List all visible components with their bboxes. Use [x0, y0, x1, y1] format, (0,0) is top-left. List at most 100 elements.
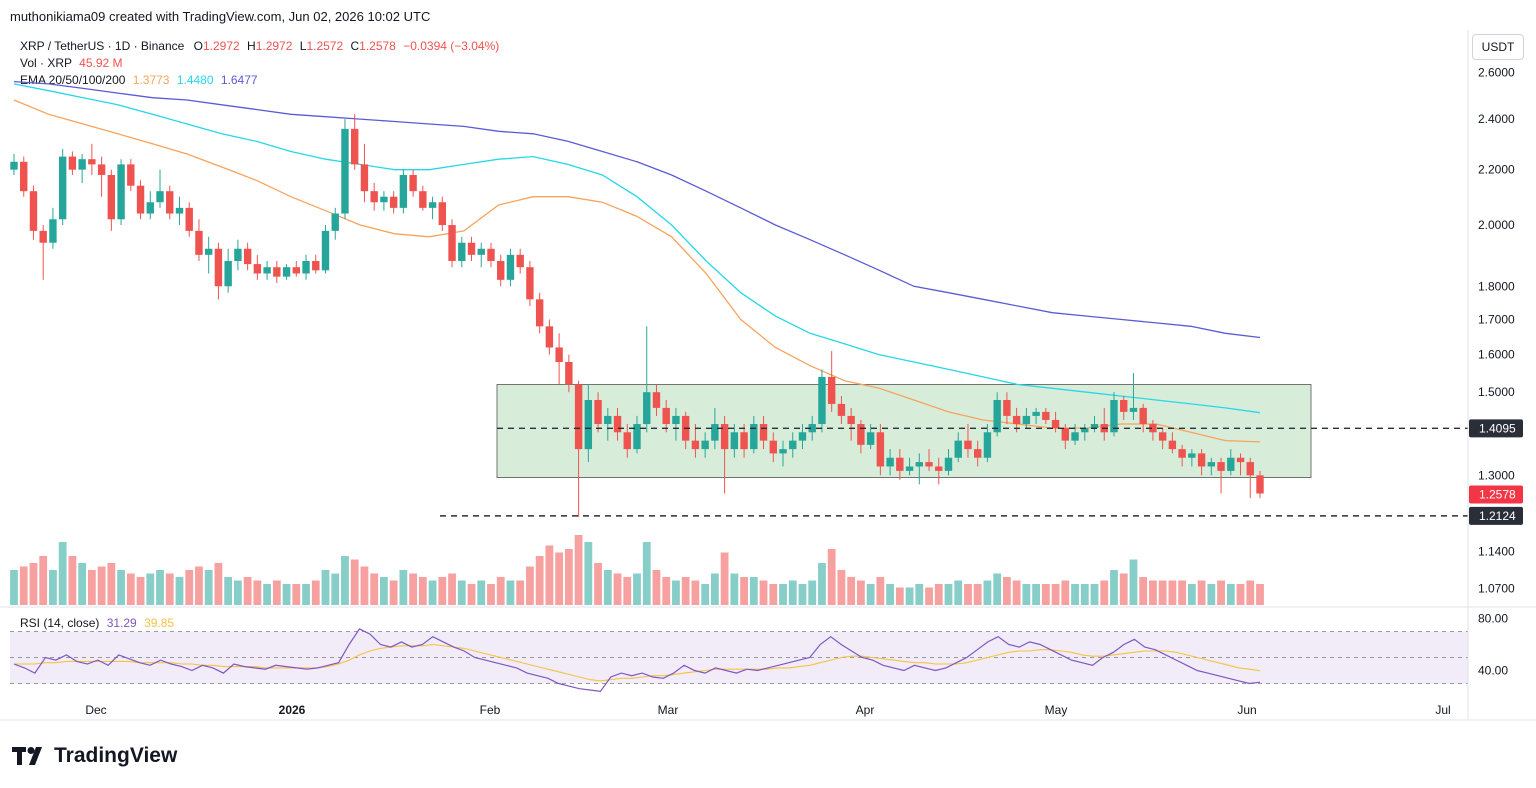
- candle-body: [964, 440, 972, 450]
- candle-body: [827, 376, 836, 404]
- candle-body: [1149, 424, 1157, 433]
- candle-body: [974, 449, 982, 458]
- volume-bar: [954, 580, 963, 605]
- candle-body: [789, 440, 797, 450]
- candle-body: [526, 267, 534, 300]
- volume-bar: [876, 577, 885, 605]
- volume-bar: [1217, 580, 1225, 605]
- candle-body: [1071, 432, 1079, 441]
- candle-body: [20, 161, 28, 192]
- volume-bar: [925, 587, 933, 605]
- candle-body: [1168, 440, 1177, 450]
- rsi-line: [13, 628, 1261, 692]
- last-price-tag-bg: [1469, 485, 1523, 504]
- volume-bar: [1051, 584, 1060, 605]
- volume-bar: [866, 584, 875, 605]
- volume-bar: [662, 577, 671, 605]
- volume-bar: [253, 580, 262, 605]
- candle-body: [652, 392, 661, 408]
- candle-body: [1256, 475, 1264, 494]
- price-tick-label: 2.6000: [1478, 66, 1515, 80]
- candle-body: [516, 254, 524, 268]
- candle-body: [370, 191, 378, 203]
- volume-bar: [58, 542, 67, 605]
- time-tick-label: Apr: [856, 703, 875, 717]
- support-price-tag-bg: [1469, 506, 1523, 525]
- symbol-name[interactable]: XRP / TetherUS · 1D · Binance: [20, 39, 185, 53]
- rsi-tick-label: 40.00: [1478, 664, 1508, 678]
- last-price-tag: 1.2578: [1479, 488, 1516, 502]
- volume-bar: [973, 584, 982, 605]
- candle-body: [409, 174, 417, 192]
- candle-body: [866, 432, 875, 445]
- volume-bar: [983, 580, 992, 605]
- volume-bar: [19, 566, 28, 605]
- close-value: 1.2578: [359, 39, 396, 53]
- candle-body: [156, 191, 164, 203]
- time-tick-label: May: [1045, 703, 1068, 717]
- price-tick-label: 1.1400: [1478, 545, 1515, 559]
- volume-bar: [1041, 584, 1050, 605]
- chart-caption: muthonikiama09 created with TradingView.…: [10, 9, 431, 24]
- candle-body: [1129, 407, 1138, 412]
- volume-bar: [195, 566, 203, 605]
- candle-body: [351, 128, 359, 165]
- volume-bar: [1090, 584, 1099, 605]
- volume-bar: [1071, 584, 1079, 605]
- volume-bar: [418, 577, 427, 605]
- candle-body: [1197, 453, 1206, 467]
- candle-body: [1090, 424, 1099, 429]
- candle-body: [1012, 415, 1021, 425]
- candle-body: [720, 424, 729, 450]
- volume-bar: [409, 573, 418, 605]
- close-label: C: [350, 39, 360, 53]
- candle-body: [896, 457, 904, 471]
- candle-body: [214, 248, 223, 287]
- price-tick-label: 2.4000: [1478, 112, 1515, 126]
- candle-body: [146, 202, 154, 214]
- volume-bar: [399, 570, 408, 605]
- volume-bar: [224, 577, 233, 605]
- candle-body: [798, 432, 807, 441]
- rsi-label[interactable]: RSI (14, close): [20, 616, 100, 630]
- range-box: [496, 384, 1312, 478]
- volume-label[interactable]: Vol · XRP: [20, 56, 72, 70]
- volume-bar: [594, 563, 602, 605]
- candle-body: [234, 248, 242, 261]
- volume-bar: [895, 587, 904, 605]
- low-value: 1.2572: [306, 39, 344, 53]
- currency-button[interactable]: USDT: [1472, 34, 1524, 60]
- candle-body: [905, 466, 914, 471]
- volume-bar: [1197, 580, 1206, 605]
- candle-body: [740, 432, 748, 450]
- volume-bar: [1100, 580, 1109, 605]
- volume-bar: [1149, 580, 1157, 605]
- volume-bar: [759, 580, 768, 605]
- volume-bar: [1139, 577, 1148, 605]
- candle-body: [730, 432, 739, 450]
- candle-body: [341, 128, 349, 214]
- ema-100-value: 1.4480: [176, 73, 214, 87]
- candle-body: [458, 242, 466, 261]
- volume-bar: [808, 580, 817, 605]
- volume-bar: [1236, 584, 1245, 605]
- volume-bar: [1080, 584, 1089, 605]
- candle-body: [204, 248, 213, 255]
- candle-body: [584, 399, 593, 450]
- volume-bar: [633, 573, 641, 605]
- volume-bar: [564, 549, 573, 605]
- volume-bar: [204, 570, 213, 605]
- volume-bar: [136, 577, 145, 605]
- volume-bar: [623, 577, 632, 605]
- candle-body: [166, 191, 174, 214]
- price-tick-label: 1.8000: [1478, 279, 1515, 293]
- volume-bar: [827, 549, 836, 605]
- volume-bar: [477, 580, 486, 605]
- support-price-tag: 1.2124: [1479, 509, 1516, 523]
- candle-body: [672, 415, 680, 425]
- high-value: 1.2972: [255, 39, 293, 53]
- low-label: L: [299, 39, 307, 53]
- tradingview-logo[interactable]: TradingView: [12, 744, 177, 768]
- candle-body: [1217, 462, 1225, 471]
